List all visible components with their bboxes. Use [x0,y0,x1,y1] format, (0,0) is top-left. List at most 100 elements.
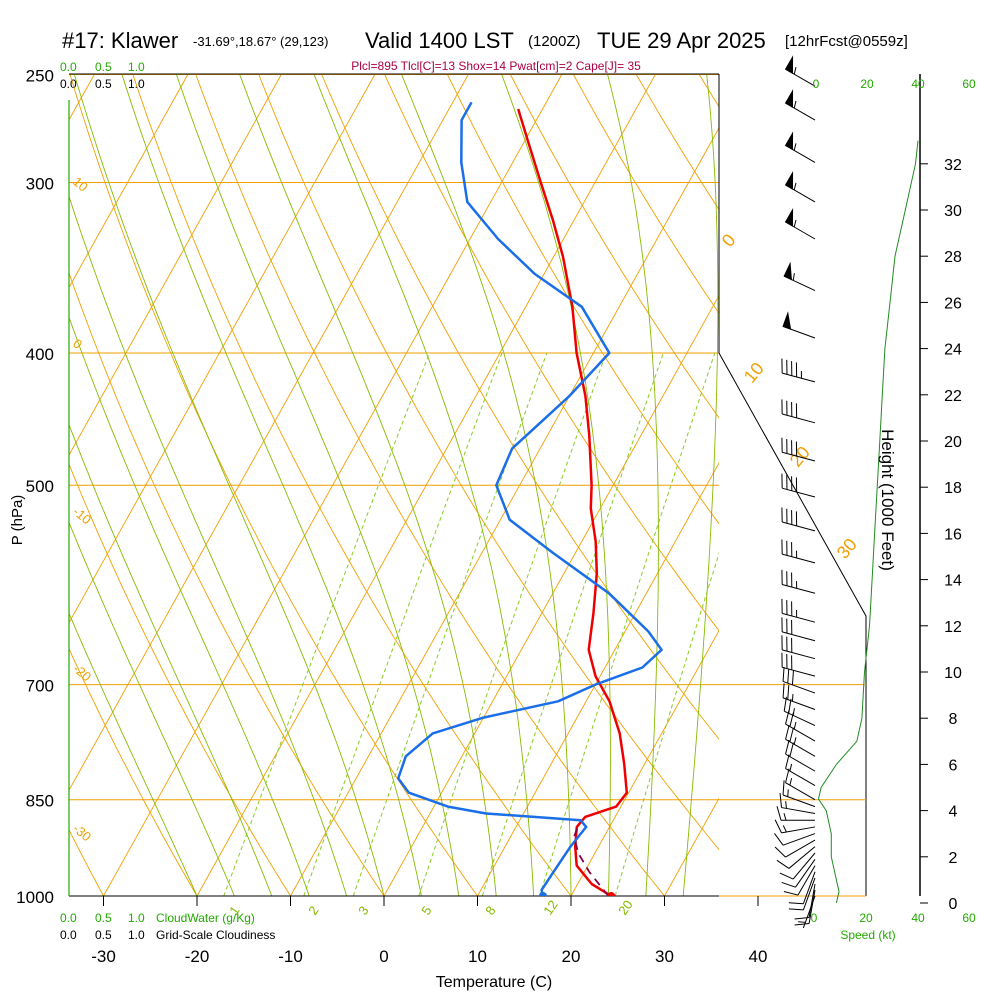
cloud-scale-top: 0.0 0.5 1.0 0.0 0.5 1.0 [60,60,145,91]
height-tick-label: 14 [944,573,962,590]
dry-adiabat [69,74,478,896]
pressure-tick-label: 850 [26,792,54,811]
wind-barb-feather [782,666,785,682]
wind-barb-feather [776,859,790,869]
wind-barb-half-feather [798,921,806,923]
height-tick-label: 30 [944,203,962,220]
wind-barb-feather [788,902,804,905]
cloud-water-2: 1.0 [128,911,145,925]
dry-adiabat [809,50,1000,896]
wind-barb-staff [782,612,816,623]
surface-dewpoint-dot [538,892,547,896]
wind-barb [785,754,816,787]
wind-barb-feather [776,806,782,821]
wind-barb-pennant [784,170,794,190]
wind-barb-staff [808,889,816,924]
cloud-scale-top-0: 0.0 [60,77,77,91]
cloud-scale-top-1: 0.5 [95,77,112,91]
wind-barb [782,780,816,808]
height-tick-label: 12 [944,619,962,636]
wind-barb-staff [782,487,816,498]
wind-barb-half-feather [793,182,797,191]
temperature-tick-label: 10 [468,947,487,966]
height-axis-label: Height (1000 Feet) [878,429,897,571]
wind-speed-tick-top-40: 40 [911,77,925,91]
moist-adiabat [239,74,497,896]
wind-barb-feather [794,917,810,920]
wind-barb-feather [774,819,782,834]
wind-barb-staff [792,852,816,880]
dry-adiabat [996,50,1000,896]
wind-barb-staff [785,768,816,787]
wind-barb [774,833,816,846]
station-title: #17: Klawer [62,28,178,53]
isotherm-line [69,74,282,456]
valid-date: TUE 29 Apr 2025 [597,28,766,53]
wind-barb-pennant [784,55,794,75]
valid-utc: (1200Z) [528,33,581,50]
moist-adiabat [121,74,422,896]
wind-barb [783,261,816,292]
wind-barb [781,569,816,594]
pressure-tick-label: 250 [26,66,54,85]
moist-adiabat [682,74,719,896]
pressure-tick-label: 400 [26,345,54,364]
moist-adiabat [607,74,659,896]
wind-barb-staff [782,680,816,694]
cloudiness-2: 1.0 [128,928,145,942]
dry-adiabat-label: 0 [70,336,85,352]
cloud-water-label: CloudWater (g/Kg) [156,911,255,925]
wind-barb-half-feather [793,721,797,730]
wind-barb-staff [782,372,816,383]
wind-barb [781,539,816,564]
wind-speed-tick-top-0: 0 [813,77,820,91]
wind-barb-feather [779,793,783,808]
wind-barb-pennant [783,261,793,281]
wind-barb-staff [808,883,816,918]
isotherm-line [852,74,1000,896]
dry-adiabat [69,647,198,896]
wind-barb [785,725,816,757]
height-tick-label: 32 [944,157,962,174]
cloud-scale-top-green-0: 0.0 [60,60,77,74]
temperature-tick-label: 0 [379,947,388,966]
dry-adiabat [934,50,1000,896]
wind-barb [781,635,816,660]
wind-barb-staff [785,753,816,772]
moist-adiabat [175,74,460,896]
wind-barb-half-feather [793,100,797,109]
wind-barb-staff [782,649,816,660]
wind-barb-feather [794,923,810,926]
wind-barb-staff [785,782,816,801]
dry-adiabat-label: -10 [70,504,94,528]
moist-adiabat [69,316,310,896]
mixing-ratio-line [418,352,607,896]
temperature-curve [517,108,629,896]
height-tick-label: 16 [944,526,962,543]
wind-barb-feather [781,881,796,888]
pressure-tick-label: 700 [26,677,54,696]
dry-adiabat [69,463,291,896]
wind-barbs [774,55,816,929]
dry-adiabat [383,74,719,632]
wind-barb-staff [782,833,816,846]
wind-barb-feather [785,768,790,783]
mixing-ratio-line [614,552,719,896]
thermo-grid [69,50,1000,896]
wind-barb-feather [788,698,792,714]
pressure-tick-label: 500 [26,477,54,496]
wind-barb-feather [774,846,786,858]
wind-barb-staff [797,865,816,896]
wind-barb-feather [779,872,794,880]
wind-barb [785,768,816,801]
mixing-ratio-label: 12 [540,897,561,917]
wind-barb-half-feather [793,737,797,745]
dry-adiabat-label: -20 [70,661,94,685]
wind-barb-half-feather [789,778,793,786]
temperature-tick-label: -10 [278,947,303,966]
station-coords: -31.69°,18.67° (29,123) [193,34,328,49]
wind-barb-staff [802,877,816,911]
temperature-ticks: -30 -20 -10 0 10 20 30 40 [91,896,767,966]
dry-adiabat [747,50,1000,896]
